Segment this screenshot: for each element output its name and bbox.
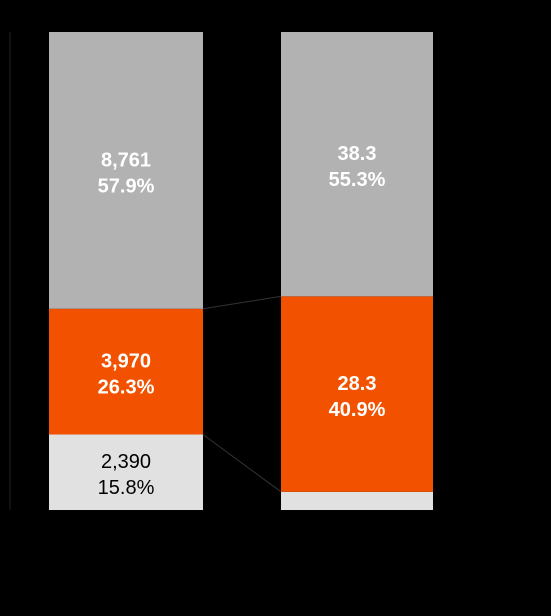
bars-layer <box>49 32 433 510</box>
bar-1-segment-top <box>49 32 203 309</box>
bar-1-bottom-percent-label: 15.8% <box>98 477 155 499</box>
bar-1-segment-bottom <box>49 434 203 510</box>
labels-layer: 8,761 57.9% 3,970 26.3% 2,390 15.8% 38.3 55.3% 2… <box>98 143 386 499</box>
bar-1-middle-value-label: 3,970 <box>101 351 151 373</box>
connector-top-middle <box>202 295 282 310</box>
connectors-layer <box>202 295 282 493</box>
bar-1-top-percent-label: 57.9% <box>98 175 155 197</box>
bar-2-segment-top <box>281 32 433 297</box>
connector-middle-bottom <box>202 434 282 493</box>
bar-2-middle-value-label: 28.3 <box>338 373 377 395</box>
bar-1-middle-percent-label: 26.3% <box>98 377 155 399</box>
bar-2-segment-bottom <box>281 491 433 510</box>
bar-1-bottom-value-label: 2,390 <box>101 451 151 473</box>
bar-2-top-percent-label: 55.3% <box>329 169 386 191</box>
bar-2-middle-percent-label: 40.9% <box>329 399 386 421</box>
bar-1-top-value-label: 8,761 <box>101 149 151 171</box>
bar-2-segment-middle <box>281 296 433 492</box>
bar-2-top-value-label: 38.3 <box>338 143 377 165</box>
bar-1-segment-middle <box>49 308 203 435</box>
